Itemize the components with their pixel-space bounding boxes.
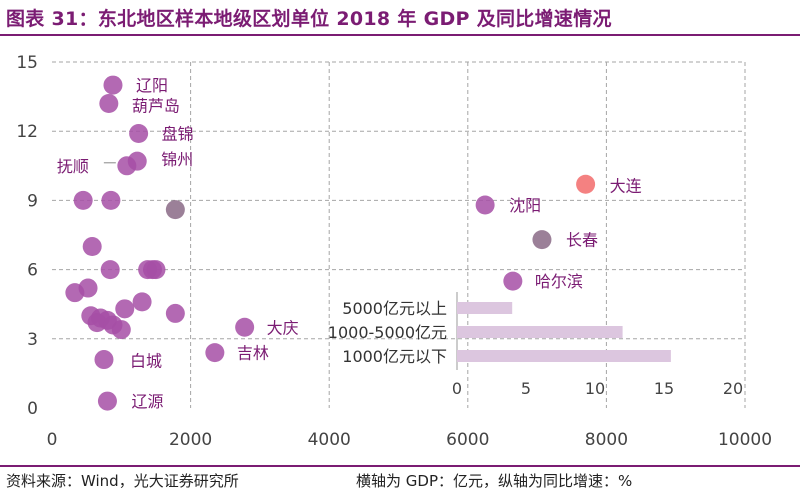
inset-x-tick-label: 10	[585, 379, 605, 398]
point-label: 长春	[566, 231, 598, 250]
data-point	[101, 190, 121, 210]
data-point	[165, 303, 185, 323]
footer-rule	[0, 465, 800, 467]
data-point	[532, 230, 552, 250]
data-point	[115, 299, 135, 319]
inset-bar-chart: 5000亿元以上 1000-5000亿元 1000亿元以下 0 5 10 15 20	[328, 292, 743, 398]
point-label: 哈尔滨	[535, 272, 583, 291]
data-point	[205, 343, 225, 363]
scatter-chart: 0 3 6 9 12 15 0 2000 4000 6000 8000 10000 5000亿元以上 1…	[16, 53, 772, 450]
inset-bar	[457, 326, 623, 338]
data-point	[94, 350, 114, 370]
inset-x-tick-label: 5	[521, 379, 531, 398]
point-label: 白城	[130, 352, 162, 371]
y-tick-label: 15	[16, 53, 38, 73]
grid	[52, 61, 746, 408]
x-tick-label: 4000	[308, 430, 351, 450]
inset-bar	[457, 302, 513, 314]
x-tick-label: 10000	[718, 430, 772, 450]
point-label: 大庆	[267, 318, 299, 337]
source-note: 资料来源：Wind，光大证券研究所	[6, 472, 239, 490]
point-label: 吉林	[237, 344, 269, 363]
axis-ticks: 0 3 6 9 12 15 0 2000 4000 6000 8000 10000	[16, 53, 772, 450]
data-point	[235, 317, 255, 337]
y-tick-label: 6	[27, 261, 38, 281]
data-point	[129, 124, 149, 144]
point-label: 辽源	[131, 392, 163, 411]
scatter-points	[65, 75, 596, 411]
inset-x-tick-label: 0	[452, 379, 462, 398]
inset-x-tick-label: 20	[723, 379, 743, 398]
footer: 资料来源：Wind，光大证券研究所 横轴为 GDP：亿元，纵轴为同比增速：%	[4, 470, 796, 492]
inset-bar	[457, 350, 671, 362]
data-point	[165, 200, 185, 220]
data-point	[100, 260, 120, 280]
point-label: 抚顺	[57, 157, 89, 176]
x-tick-label: 0	[47, 430, 58, 450]
y-tick-label: 9	[27, 191, 38, 211]
data-point	[87, 313, 107, 333]
point-label: 葫芦岛	[132, 97, 180, 116]
y-tick-label: 0	[27, 399, 38, 419]
inset-category-label: 5000亿元以上	[342, 299, 447, 318]
title-rule	[0, 34, 800, 36]
data-point	[117, 156, 137, 176]
inset-x-tick-label: 15	[654, 379, 674, 398]
point-label: 沈阳	[509, 196, 541, 215]
x-tick-label: 2000	[169, 430, 212, 450]
chart-title: 图表 31：东北地区样本地级区划单位 2018 年 GDP 及同比增速情况	[6, 8, 612, 30]
inset-category-label: 1000-5000亿元	[328, 323, 447, 342]
data-point	[132, 292, 152, 312]
data-point	[97, 391, 117, 411]
y-tick-label: 3	[27, 330, 38, 350]
data-point	[103, 75, 123, 95]
data-point	[576, 174, 596, 194]
data-point	[146, 260, 166, 280]
inset-category-label: 1000亿元以下	[342, 347, 447, 366]
data-point	[65, 283, 85, 303]
point-label: 辽阳	[136, 76, 168, 95]
data-point	[99, 94, 119, 114]
data-point	[475, 195, 495, 215]
data-point	[503, 271, 523, 291]
point-label: 锦州	[161, 150, 193, 169]
point-label: 盘锦	[162, 125, 194, 144]
point-label: 大连	[610, 176, 642, 195]
data-point	[111, 320, 131, 340]
y-tick-label: 12	[16, 122, 38, 142]
data-point	[73, 190, 93, 210]
axis-note: 横轴为 GDP：亿元，纵轴为同比增速：%	[356, 472, 633, 490]
data-point	[82, 237, 102, 257]
x-tick-label: 8000	[585, 430, 628, 450]
x-tick-label: 6000	[446, 430, 489, 450]
